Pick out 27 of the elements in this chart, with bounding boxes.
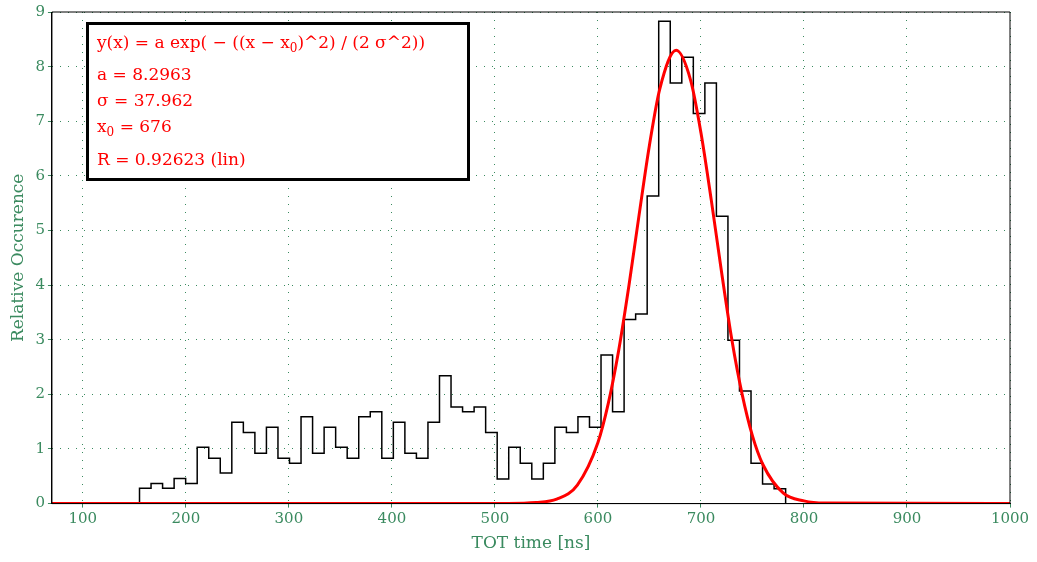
x-tick-label: 500: [480, 509, 510, 528]
y-tick-label: 0: [35, 493, 45, 512]
annotation: R = 0.92623 (lin): [97, 147, 247, 171]
annotation: a = 8.2963: [97, 63, 193, 87]
x-tick-label: 200: [171, 509, 201, 528]
y-tick-label: 2: [35, 384, 45, 403]
x-tick-label: 400: [377, 509, 407, 528]
x-tick-label: 1000: [990, 509, 1030, 528]
x-tick-label: 300: [274, 509, 304, 528]
x-tick-label: 800: [789, 509, 819, 528]
x-tick-label: 700: [686, 509, 716, 528]
y-tick-label: 7: [35, 111, 45, 130]
x-tick-label: 100: [68, 509, 98, 528]
y-tick-label: 8: [35, 56, 45, 75]
x-tick-label: 900: [892, 509, 922, 528]
y-tick-label: 4: [35, 275, 45, 293]
x-axis-title: TOT time [ns]: [471, 532, 591, 553]
x-tick-label: 600: [583, 509, 613, 528]
annotation: x$_{0}$ = 676: [97, 115, 173, 142]
y-tick-label: 6: [35, 165, 45, 184]
y-tick-label: 5: [35, 220, 45, 239]
y-tick-label: 3: [35, 329, 45, 348]
y-axis-title: Relative Occurence: [6, 173, 27, 343]
annotation: y(x) = a exp( − ((x − x$_{0}$)^2) / (2 σ^2)): [97, 31, 427, 58]
y-tick-label: 1: [35, 438, 45, 457]
annotation: σ = 37.962: [97, 89, 195, 113]
y-tick-label: 9: [35, 1, 45, 20]
